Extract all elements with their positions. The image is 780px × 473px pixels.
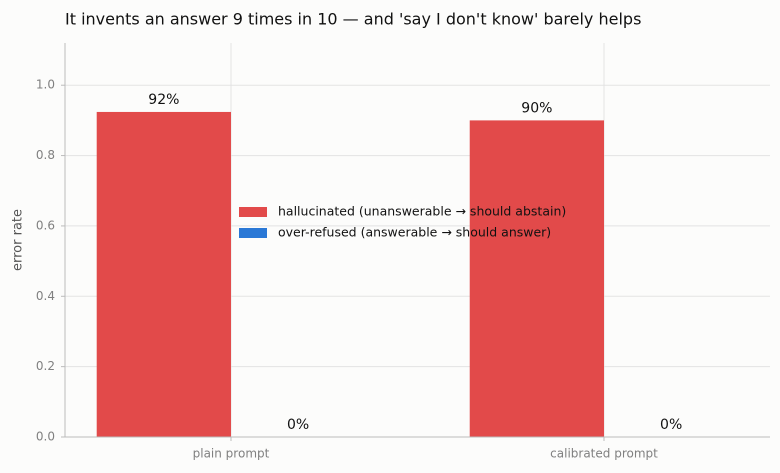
y-axis-label: error rate [11, 209, 26, 271]
y-tick-label: 0.8 [36, 148, 55, 162]
x-tick-label: calibrated prompt [550, 447, 658, 461]
legend-label: hallucinated (unanswerable → should abst… [278, 204, 566, 219]
x-tick-label: plain prompt [193, 447, 270, 461]
chart-title: It invents an answer 9 times in 10 — and… [65, 10, 641, 29]
legend-swatch [239, 228, 267, 238]
y-tick-label: 0.2 [36, 359, 55, 373]
value-label: 90% [521, 100, 552, 116]
y-tick-label: 0.4 [36, 289, 55, 303]
y-tick-label: 0.0 [36, 430, 55, 444]
value-label: 0% [660, 417, 682, 433]
y-tick-label: 1.0 [36, 78, 55, 92]
value-label: 92% [148, 92, 179, 108]
legend-label: over-refused (answerable → should answer… [278, 225, 551, 240]
bar [469, 120, 605, 438]
y-tick-label: 0.6 [36, 218, 55, 232]
value-label: 0% [287, 417, 309, 433]
legend-swatch [239, 207, 267, 217]
bar [96, 111, 231, 437]
